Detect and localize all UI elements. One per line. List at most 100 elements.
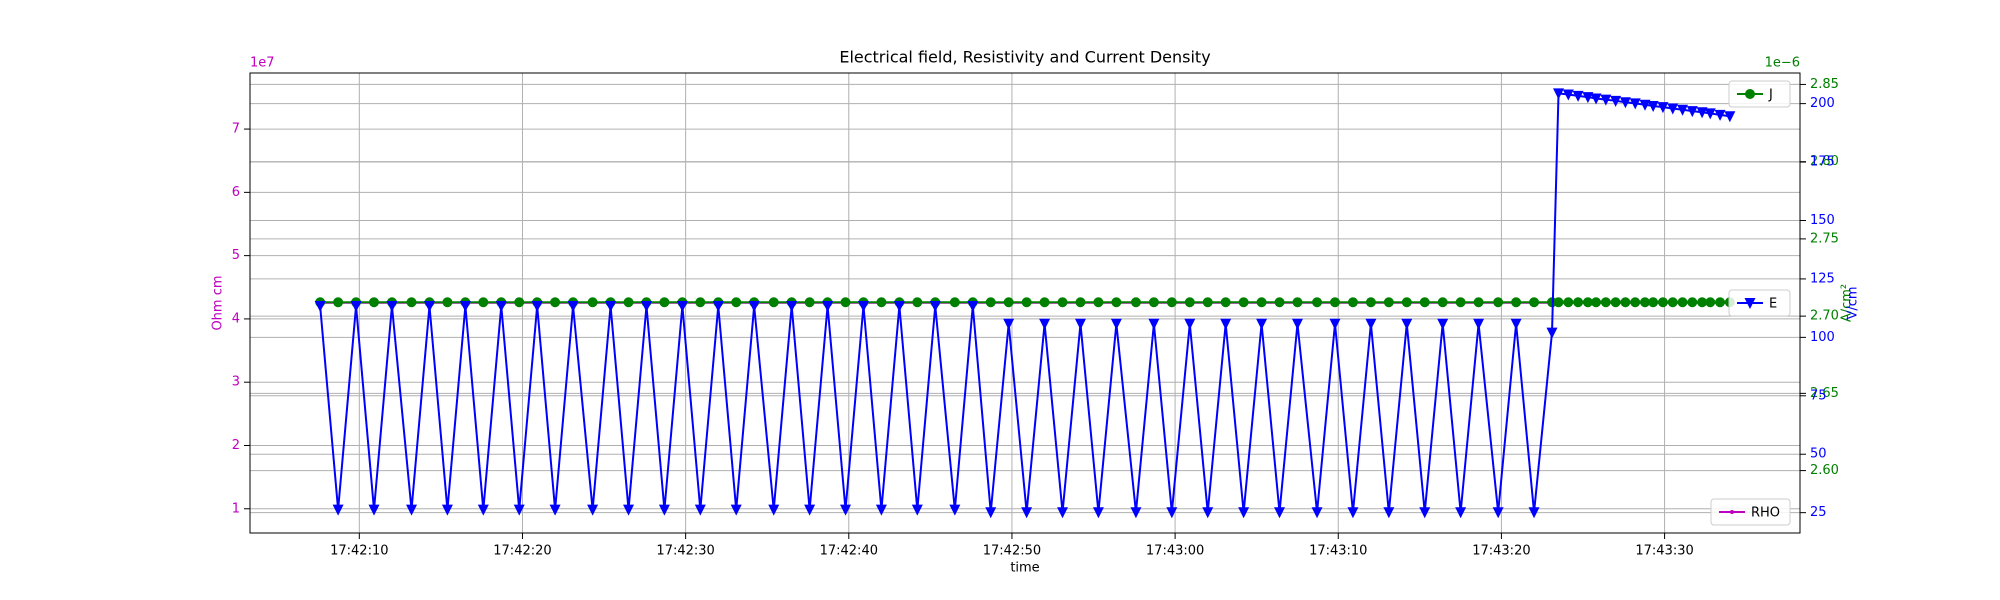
marker [1093,297,1104,308]
marker [840,297,851,308]
marker [1021,297,1032,308]
marker [605,301,617,313]
marker [587,297,598,308]
marker [1591,297,1602,308]
marker [1419,297,1430,308]
legend-marker [1744,298,1756,309]
marker [695,297,706,308]
marker [1563,297,1574,308]
x-tick-label: 17:43:20 [1472,544,1530,559]
marker [1686,106,1698,118]
marker [1562,89,1574,101]
marker [1021,507,1033,519]
series-line [319,92,1730,513]
marker [386,301,398,313]
marker [459,301,471,313]
marker [786,301,798,313]
plot-frame [249,72,1801,534]
marker [1546,327,1558,339]
marker [587,504,599,516]
marker [350,301,362,313]
legend-label: E [1769,297,1777,312]
y-tick-label: 2 [232,438,240,453]
marker [731,297,742,308]
marker [1256,297,1267,308]
marker [406,297,417,308]
marker [1600,94,1612,106]
marker [1347,297,1358,308]
marker [477,504,489,516]
marker [804,297,815,308]
marker [640,301,652,313]
marker [1291,318,1303,330]
marker [1714,109,1726,121]
y-tick-label: 2.80 [1810,154,1839,169]
marker [1365,297,1376,308]
marker [1600,297,1611,308]
marker [513,504,525,516]
marker [1130,507,1142,519]
marker [985,297,996,308]
y-tick-label: 2.85 [1810,77,1839,92]
marker [1220,318,1232,330]
marker [949,297,960,308]
marker [1667,103,1679,115]
legend: E [1728,289,1791,317]
marker [1657,102,1669,114]
marker [1110,318,1122,330]
marker [876,297,887,308]
marker [1630,297,1641,308]
marker [1383,507,1395,519]
marker [1510,318,1522,330]
legend: RHO [1710,498,1791,526]
marker [1724,111,1736,123]
marker [1166,507,1178,519]
x-tick-label: 17:42:10 [330,544,388,559]
marker [623,297,634,308]
marker [495,301,507,313]
marker [550,297,561,308]
marker [1166,297,1177,308]
y-tick-label: 7 [232,122,240,137]
marker [514,297,525,308]
marker [531,301,543,313]
marker [929,301,941,313]
marker [1455,507,1467,519]
marker [442,297,453,308]
marker [768,504,780,516]
marker [875,504,887,516]
marker [1437,297,1448,308]
y-tick-label: 6 [232,185,240,200]
marker [857,301,869,313]
marker [893,301,905,313]
legend-marker [1745,89,1755,99]
marker [1629,98,1641,110]
marker [1111,297,1122,308]
marker [1057,507,1069,519]
marker [1610,297,1621,308]
marker [1220,297,1231,308]
marker [822,301,834,313]
marker [694,504,706,516]
marker [1311,507,1323,519]
legend: J [1728,80,1791,108]
marker [567,301,579,313]
y-axis-label: V/cm [1846,286,1861,319]
marker [1039,297,1050,308]
marker [1705,297,1716,308]
marker [1511,297,1522,308]
marker [1347,507,1359,519]
y-tick-label: 2.60 [1810,463,1839,478]
y-tick-label: 2.65 [1810,386,1839,401]
marker [768,297,779,308]
chart-title: Electrical field, Resistivity and Curren… [839,48,1210,67]
marker [1312,297,1323,308]
x-axis-label: time [1010,561,1039,576]
y-tick-label: 4 [232,311,240,326]
x-tick-label: 17:42:20 [493,544,551,559]
marker [1610,95,1622,107]
marker [623,504,635,516]
axis-offset-label: 1e7 [250,56,275,71]
